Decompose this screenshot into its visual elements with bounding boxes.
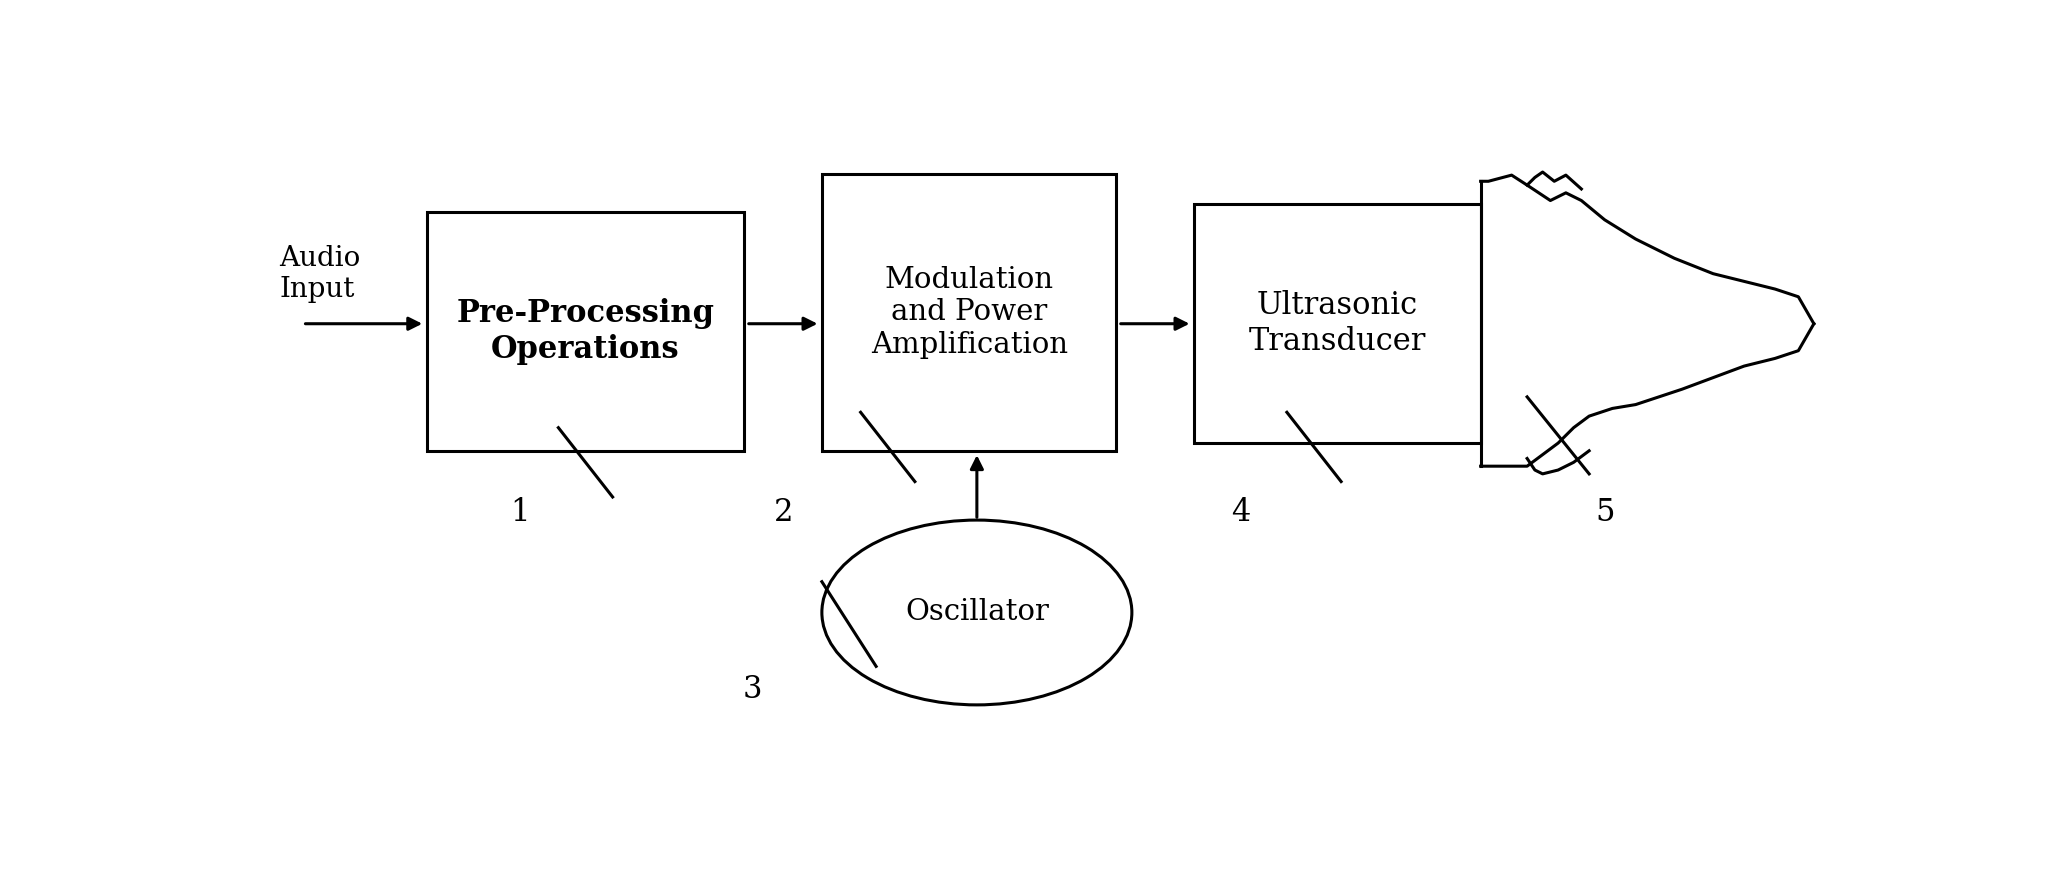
Bar	[822, 174, 1117, 451]
Text: 5: 5	[1594, 497, 1615, 527]
Text: 4: 4	[1231, 497, 1250, 527]
Text: Modulation
and Power
Amplification: Modulation and Power Amplification	[871, 266, 1068, 359]
Text: 3: 3	[742, 674, 762, 705]
Text: Audio
Input: Audio Input	[279, 244, 361, 302]
Text: 1: 1	[510, 497, 529, 527]
Text: Pre-Processing
Operations: Pre-Processing Operations	[457, 298, 715, 365]
Bar	[426, 212, 744, 451]
Ellipse shape	[822, 520, 1131, 705]
Bar	[1195, 204, 1481, 443]
Text: Oscillator: Oscillator	[906, 599, 1049, 627]
Text: Ultrasonic
Transducer: Ultrasonic Transducer	[1248, 290, 1426, 357]
Text: 2: 2	[772, 497, 793, 527]
